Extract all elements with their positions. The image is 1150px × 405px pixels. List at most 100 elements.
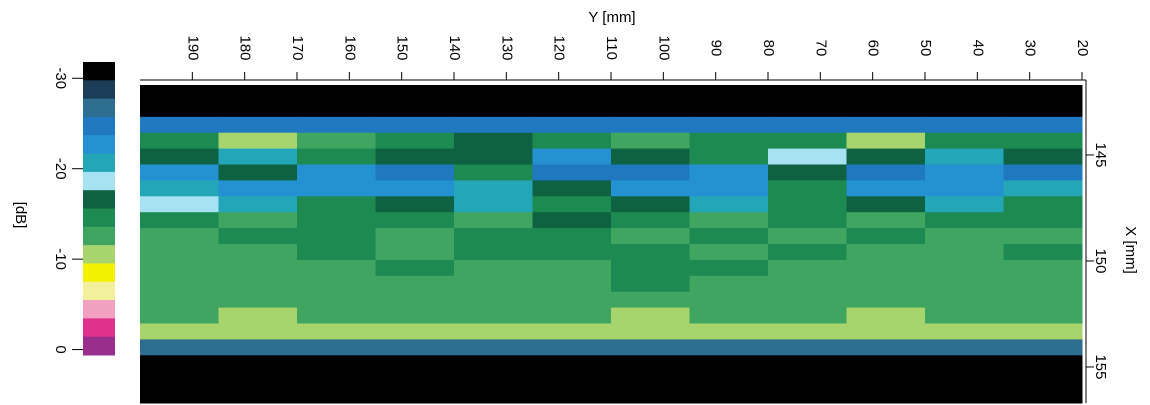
heatmap-cell	[140, 339, 219, 355]
x-tick-label: 50	[917, 40, 934, 57]
heatmap-cell	[925, 387, 1004, 403]
x-tick-label: 140	[446, 35, 463, 60]
heatmap-cell	[297, 260, 376, 276]
x-tick-label: 100	[655, 35, 672, 60]
heatmap-cell	[847, 355, 926, 371]
heatmap-cell	[297, 371, 376, 387]
heatmap-cell	[533, 371, 612, 387]
heatmap-cell	[376, 85, 455, 101]
heatmap-cell	[768, 387, 847, 403]
heatmap-cell	[690, 308, 769, 324]
heatmap-cell	[219, 149, 298, 165]
heatmap-cell	[847, 228, 926, 244]
heatmap-cell	[611, 133, 690, 149]
heatmap-cell	[690, 339, 769, 355]
heatmap-cell	[611, 387, 690, 403]
heatmap-cell	[768, 149, 847, 165]
heatmap-cell	[690, 117, 769, 133]
heatmap-cell	[1004, 260, 1083, 276]
heatmap-cell	[1004, 292, 1083, 308]
heatmap-cell	[925, 85, 1004, 101]
heatmap-cell	[847, 371, 926, 387]
heatmap-cell	[219, 355, 298, 371]
heatmap-cell	[376, 165, 455, 181]
heatmap-cell	[611, 212, 690, 228]
y-tick-label: 145	[1092, 142, 1109, 167]
x-tick-label: 150	[394, 35, 411, 60]
heatmap-cell	[533, 149, 612, 165]
heatmap-cell	[454, 85, 533, 101]
heatmap-cell	[376, 101, 455, 117]
heatmap-cell	[1004, 324, 1083, 340]
heatmap-cell	[847, 117, 926, 133]
heatmap-cell	[925, 212, 1004, 228]
heatmap-cell	[454, 117, 533, 133]
heatmap-cell	[611, 339, 690, 355]
heatmap-cell	[297, 276, 376, 292]
heatmap-cell	[219, 339, 298, 355]
heatmap-cell	[376, 149, 455, 165]
heatmap-cell	[611, 85, 690, 101]
heatmap-cell	[1004, 355, 1083, 371]
heatmap-cell	[219, 387, 298, 403]
heatmap-cell	[1004, 180, 1083, 196]
heatmap-cell	[533, 117, 612, 133]
heatmap-cell	[219, 228, 298, 244]
heatmap-cell	[847, 165, 926, 181]
x-tick-label: 80	[760, 40, 777, 57]
x-tick-label: 30	[1022, 40, 1039, 57]
heatmap-cell	[768, 292, 847, 308]
heatmap-cell	[925, 324, 1004, 340]
heatmap-cell	[454, 260, 533, 276]
heatmap-cell	[533, 196, 612, 212]
heatmap-cell	[768, 371, 847, 387]
colorbar-segment	[83, 99, 115, 118]
heatmap-cell	[1004, 339, 1083, 355]
heatmap-cell	[690, 196, 769, 212]
heatmap-cell	[1004, 244, 1083, 260]
heatmap-cell	[297, 244, 376, 260]
heatmap-cell	[454, 212, 533, 228]
heatmap-cell	[768, 276, 847, 292]
heatmap-cell	[690, 212, 769, 228]
heatmap-cell	[768, 244, 847, 260]
heatmap-cell	[768, 228, 847, 244]
colorbar-segment	[83, 318, 115, 337]
heatmap-cell	[925, 308, 1004, 324]
heatmap-cell	[847, 196, 926, 212]
heatmap-cell	[611, 101, 690, 117]
heatmap-cell	[690, 387, 769, 403]
heatmap-cell	[768, 339, 847, 355]
heatmap-cell	[297, 355, 376, 371]
heatmap-cell	[533, 324, 612, 340]
heatmap-cell	[297, 180, 376, 196]
heatmap-cell	[533, 212, 612, 228]
heatmap-cell	[140, 276, 219, 292]
x-tick-label: 190	[184, 35, 201, 60]
heatmap-cell	[611, 260, 690, 276]
heatmap-cell	[454, 196, 533, 212]
heatmap-cell	[140, 212, 219, 228]
heatmap-cell	[376, 387, 455, 403]
heatmap-cell	[140, 228, 219, 244]
heatmap-cell	[611, 308, 690, 324]
x-tick-label: 180	[237, 35, 254, 60]
heatmap-cell	[1004, 85, 1083, 101]
heatmap-cell	[1004, 133, 1083, 149]
heatmap-cell	[454, 355, 533, 371]
heatmap-cell	[140, 196, 219, 212]
heatmap-cell	[1004, 196, 1083, 212]
colorbar-title: [dB]	[12, 202, 29, 229]
heatmap-cell	[611, 228, 690, 244]
heatmap-cell	[376, 324, 455, 340]
heatmap-cell	[925, 276, 1004, 292]
heatmap-cell	[140, 324, 219, 340]
heatmap-cell	[140, 308, 219, 324]
heatmap-cell	[297, 196, 376, 212]
heatmap-cell	[140, 355, 219, 371]
heatmap-cell	[1004, 101, 1083, 117]
heatmap-cell	[690, 85, 769, 101]
heatmap-cell	[611, 196, 690, 212]
heatmap-cell	[847, 212, 926, 228]
heatmap-cell	[140, 260, 219, 276]
